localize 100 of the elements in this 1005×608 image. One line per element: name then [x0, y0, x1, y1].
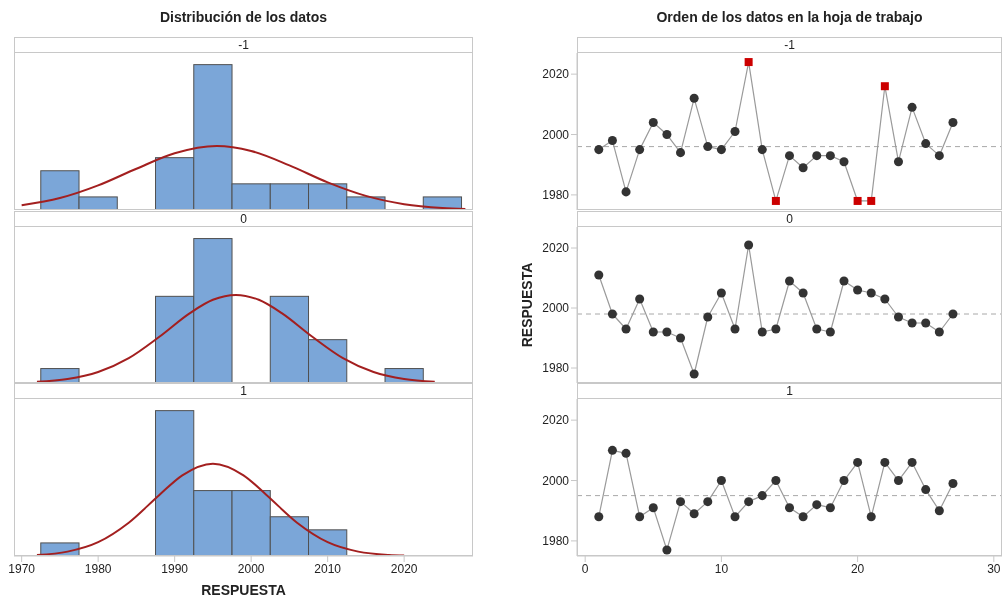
y-tick-label: 2020	[542, 241, 570, 256]
point	[812, 151, 822, 161]
point	[839, 157, 849, 167]
point	[757, 327, 767, 337]
point	[798, 163, 808, 173]
y-tick-label: 1980	[542, 534, 570, 549]
y-tick-label: 1980	[542, 188, 570, 203]
point	[812, 324, 822, 334]
point	[784, 151, 795, 161]
y-tick-label: 2000	[542, 127, 570, 142]
point	[689, 369, 699, 379]
point	[703, 497, 713, 507]
x-tick-label: 20	[850, 561, 865, 576]
point	[771, 196, 780, 205]
point	[798, 288, 808, 298]
point	[798, 512, 808, 522]
point	[839, 276, 849, 286]
point	[948, 479, 958, 489]
point	[948, 309, 958, 319]
x-tick-label: 10	[714, 561, 729, 576]
point	[648, 503, 658, 513]
point	[676, 497, 686, 507]
x-axis-title: RESPUESTA	[200, 581, 287, 600]
y-axis-title: RESPUESTA	[518, 261, 536, 350]
point	[853, 457, 863, 467]
chart-subtitle: -1	[577, 37, 1002, 53]
x-tick-label: 1980	[84, 561, 112, 576]
chart-subtitle: 1	[14, 383, 473, 399]
point	[662, 545, 672, 555]
point	[907, 102, 917, 112]
point	[607, 136, 617, 146]
point	[730, 126, 740, 137]
x-tick-label: 0	[581, 561, 589, 576]
point	[744, 240, 754, 250]
point	[921, 318, 931, 328]
point	[825, 151, 835, 161]
point	[921, 139, 931, 149]
point	[880, 294, 890, 304]
point	[757, 145, 767, 155]
chart-subtitle: -1	[14, 37, 473, 53]
point	[880, 457, 890, 467]
y-tick-label: 2000	[542, 301, 570, 316]
point	[907, 457, 917, 467]
point	[784, 276, 795, 286]
point	[812, 500, 822, 510]
y-tick-label: 2000	[542, 473, 570, 488]
point	[716, 476, 726, 486]
point	[934, 506, 944, 516]
point	[716, 145, 726, 155]
point	[594, 270, 604, 280]
point	[648, 327, 658, 337]
point	[689, 93, 699, 103]
point	[716, 288, 726, 298]
point	[825, 503, 835, 513]
point	[730, 512, 740, 522]
point	[744, 58, 753, 67]
point	[853, 285, 863, 295]
point	[744, 497, 754, 507]
point	[607, 309, 617, 319]
x-tick-label: 2020	[390, 561, 418, 576]
point	[866, 512, 876, 522]
point	[676, 333, 686, 343]
point	[893, 476, 903, 486]
y-tick-label: 1980	[542, 361, 570, 376]
point	[757, 491, 767, 501]
point	[771, 324, 781, 334]
point	[948, 117, 958, 127]
point	[893, 157, 903, 167]
y-tick-label: 2020	[542, 413, 570, 428]
y-tick-label: 2020	[542, 67, 570, 82]
point	[607, 445, 617, 455]
point	[703, 142, 713, 152]
x-tick-label: 2010	[314, 561, 342, 576]
point	[853, 196, 862, 205]
point	[703, 312, 713, 322]
point	[730, 324, 740, 334]
point	[893, 312, 903, 322]
x-tick-label: 2000	[237, 561, 265, 576]
point	[621, 324, 631, 334]
point	[867, 196, 876, 205]
point	[907, 318, 917, 328]
chart-title: Orden de los datos en la hoja de trabajo	[655, 8, 924, 27]
chart-subtitle: 0	[577, 211, 1002, 227]
point	[635, 512, 645, 522]
point	[866, 288, 876, 298]
point	[934, 327, 944, 337]
point	[648, 117, 658, 127]
point	[689, 509, 699, 519]
point	[921, 485, 931, 495]
point	[621, 187, 631, 197]
point	[825, 327, 835, 337]
point	[784, 503, 795, 513]
point	[662, 130, 672, 140]
point	[676, 148, 686, 158]
point	[880, 82, 889, 91]
point	[635, 294, 645, 304]
chart-subtitle: 0	[14, 211, 473, 227]
x-tick-label: 30	[987, 561, 1001, 576]
point	[635, 145, 645, 155]
point	[934, 151, 944, 161]
